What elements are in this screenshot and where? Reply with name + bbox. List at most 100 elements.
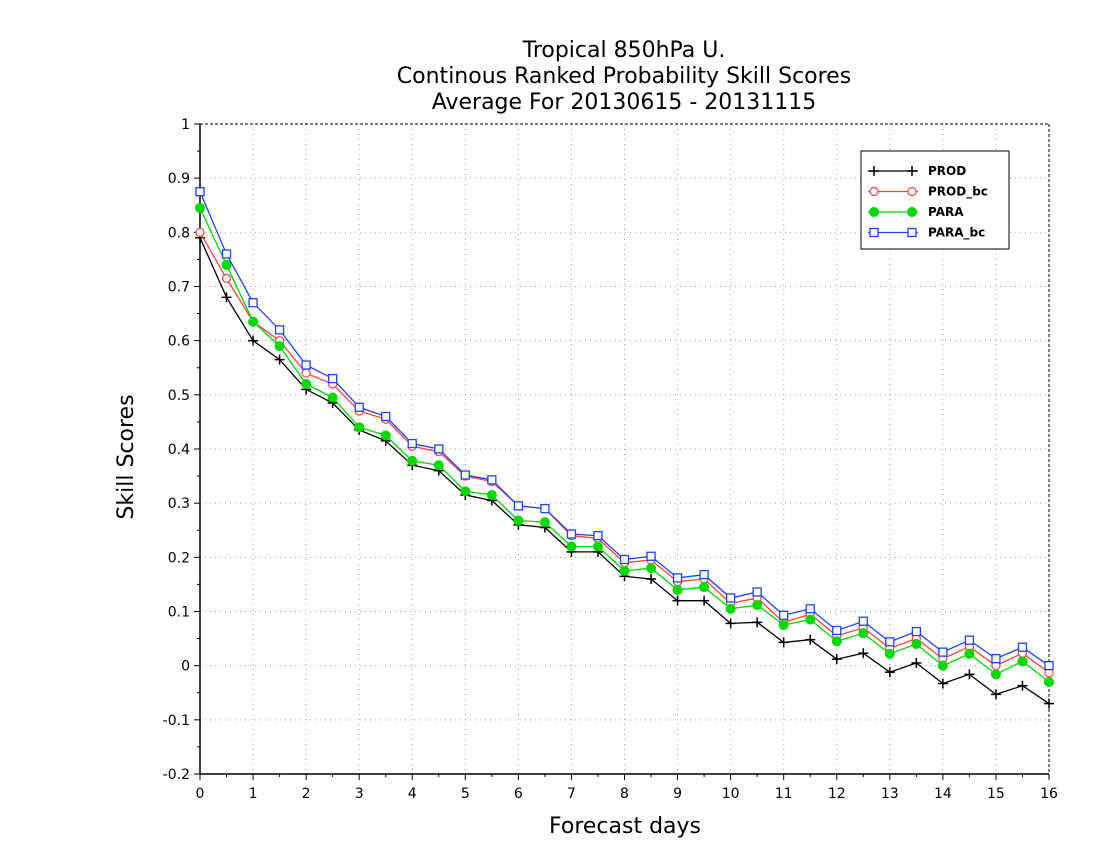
filled-circle-marker (566, 541, 577, 552)
x-tick-label: 0 (196, 786, 205, 802)
open-square-marker (513, 501, 524, 511)
plus-marker (221, 292, 232, 303)
open-square-marker (779, 610, 789, 620)
x-tick-label: 8 (620, 786, 629, 802)
filled-circle-marker (460, 486, 471, 497)
filled-circle-marker (831, 636, 842, 647)
y-axis-label: Skill Scores (114, 394, 139, 519)
chart-title-line-2: Continous Ranked Probability Skill Score… (397, 64, 851, 89)
legend-label-para-bc: PARA_bc (928, 226, 985, 241)
filled-circle-marker (1017, 656, 1028, 667)
open-square-marker (328, 373, 338, 384)
open-circle-marker (869, 186, 879, 197)
filled-circle-marker (195, 202, 205, 213)
open-square-marker (991, 653, 1001, 664)
plus-marker (672, 595, 683, 606)
x-tick-label: 5 (461, 786, 470, 802)
x-tick-label: 13 (881, 786, 899, 802)
open-square-marker (858, 616, 868, 626)
x-tick-label: 1 (249, 786, 258, 802)
y-tick-label: 0.2 (168, 550, 190, 566)
open-square-marker (301, 360, 311, 370)
filled-circle-marker (221, 259, 232, 270)
plus-marker (646, 574, 657, 584)
plus-marker (907, 166, 917, 176)
filled-circle-marker (248, 316, 259, 327)
y-tick-label: 0.7 (168, 280, 190, 296)
filled-circle-marker (884, 648, 895, 659)
x-tick-label: 3 (355, 786, 364, 802)
filled-circle-marker (380, 430, 391, 441)
open-square-marker (699, 570, 709, 580)
plus-marker (274, 354, 285, 365)
y-tick-label: 0 (181, 659, 190, 675)
filled-circle-marker (619, 565, 630, 576)
plus-marker (805, 634, 816, 645)
filled-circle-marker (592, 541, 603, 552)
filled-circle-marker (327, 392, 338, 403)
filled-circle-marker (513, 515, 524, 526)
y-tick-label: 0.8 (168, 225, 190, 241)
filled-circle-marker (778, 620, 789, 631)
x-tick-label: 11 (775, 786, 793, 802)
open-square-marker (672, 573, 683, 583)
open-square-marker (725, 593, 736, 603)
y-tick-label: 0.6 (168, 334, 190, 350)
filled-circle-marker (858, 628, 869, 639)
open-square-marker (832, 625, 842, 636)
plus-marker (831, 654, 842, 665)
plus-marker (1017, 680, 1028, 691)
open-square-marker (195, 187, 205, 197)
x-tick-label: 4 (408, 786, 417, 802)
y-tick-label: -0.2 (163, 767, 190, 783)
legend-label-prod: PROD (928, 164, 966, 178)
x-tick-label: 15 (987, 786, 1005, 802)
open-circle-marker (907, 186, 917, 197)
filled-circle-marker (869, 207, 879, 217)
x-tick-label: 7 (567, 786, 576, 802)
legend-entry-prod: PROD (868, 164, 966, 178)
x-tick-label: 2 (302, 786, 311, 802)
legend-label-prod-bc: PROD_bc (928, 185, 988, 200)
filled-circle-marker (990, 669, 1001, 680)
plus-marker (990, 689, 1001, 700)
open-square-marker (964, 635, 975, 645)
legend: PROD PROD_bc PARA PARA_bc (860, 150, 1010, 250)
plus-marker (869, 166, 879, 176)
plus-marker (725, 618, 736, 629)
plus-marker (699, 595, 710, 606)
open-circle-marker (221, 273, 232, 283)
plus-marker (937, 678, 948, 689)
filled-circle-marker (907, 207, 917, 217)
x-axis-label: Forecast days (549, 814, 701, 839)
open-square-marker (911, 626, 921, 637)
series-para (195, 202, 1054, 687)
open-square-marker (434, 444, 444, 454)
plus-marker (1044, 698, 1054, 709)
plus-marker (964, 669, 975, 680)
open-square-marker (805, 604, 815, 614)
y-tick-label: 0.5 (168, 388, 190, 404)
y-tick-label: 1 (181, 117, 190, 133)
open-square-marker (221, 249, 232, 259)
open-square-marker (274, 325, 285, 335)
open-square-marker (407, 438, 417, 449)
open-square-marker (381, 411, 391, 422)
open-square-marker (248, 298, 258, 308)
plus-marker (778, 637, 789, 648)
open-square-marker (566, 529, 577, 539)
x-tick-label: 14 (934, 786, 952, 802)
filled-circle-marker (672, 584, 683, 595)
legend-entry-prod-bc: PROD_bc (868, 185, 988, 200)
filled-circle-marker (539, 517, 550, 528)
open-square-marker (460, 470, 470, 480)
x-tick-label: 16 (1040, 786, 1058, 802)
open-square-marker (593, 531, 603, 541)
filled-circle-marker (407, 455, 418, 466)
open-circle-marker (195, 227, 205, 237)
open-square-marker (354, 402, 364, 412)
open-circle-marker (301, 368, 311, 378)
x-tick-label: 10 (722, 786, 740, 802)
